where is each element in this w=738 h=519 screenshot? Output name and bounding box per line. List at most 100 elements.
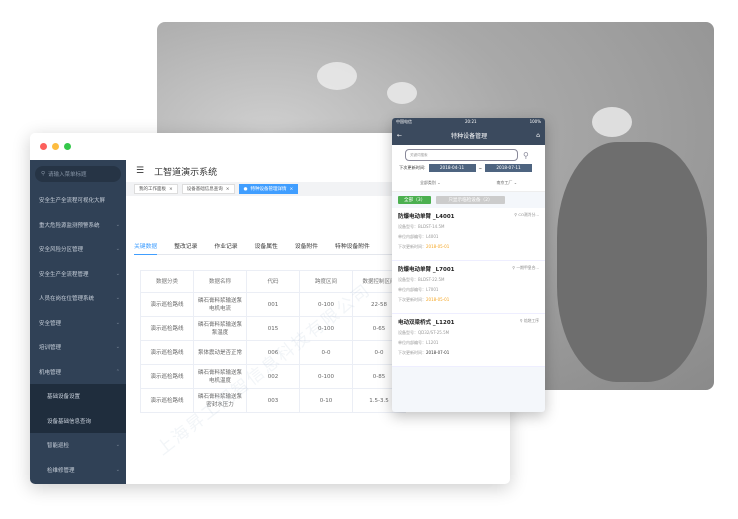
date-from[interactable]: 2018-04-11 bbox=[428, 164, 476, 172]
equipment-item[interactable]: 防爆电动单臂 _L4001 ⚲ CO测冷分... 设备型号：BLDST-14.5M 单… bbox=[392, 208, 545, 261]
tab[interactable]: 特种设备附件 bbox=[335, 244, 370, 250]
sidebar-item-label: 安全管理 bbox=[39, 320, 62, 327]
item-next-update: 下次更新时间：2018-05-01 bbox=[398, 297, 539, 303]
item-name: 防爆电动单臂 _L4001 bbox=[398, 214, 455, 220]
location-label: CO测冷分... bbox=[518, 212, 539, 217]
equipment-item[interactable]: 防爆电动单臂 _L7001 ⚲ 一期甲皇合... 设备型号：BLDST-22.5M 单… bbox=[392, 261, 545, 314]
close-icon[interactable]: × bbox=[225, 186, 230, 192]
table-cell: 演示巡检路线 bbox=[140, 388, 194, 413]
category-filter[interactable]: 全部类别 ⌄ bbox=[419, 180, 441, 185]
menu-search-input[interactable]: ⚲ 请输入菜单标题 bbox=[35, 166, 121, 182]
chevron-icon: ⌄ bbox=[115, 442, 120, 449]
sidebar-item[interactable]: 安全生产全流程管理 ⌄ bbox=[30, 262, 126, 287]
date-to[interactable]: 2018-07-11 bbox=[485, 164, 533, 172]
table-row: 演示巡检路线 磷石膏料浆输送泵泵温度 015 0-100 0-65 bbox=[140, 316, 406, 341]
factory-filter[interactable]: 南京工厂 ⌄ bbox=[496, 180, 518, 185]
next-date: 2018-07-01 bbox=[426, 350, 450, 355]
sidebar: ⚲ 请输入菜单标题 安全生产全流程可视化大屏 重大危险源监测预警系统 ⌄ 安全风险分区管… bbox=[30, 160, 126, 484]
item-title-row: 防爆电动单臂 _L7001 ⚲ 一期甲皇合... bbox=[398, 265, 539, 273]
item-name: 防爆电动单臂 _L7001 bbox=[398, 267, 455, 273]
maximize-dot[interactable] bbox=[64, 143, 71, 150]
table-cell: 泵体震动是否正常 bbox=[193, 340, 247, 365]
table-cell: 演示巡检路线 bbox=[140, 340, 194, 365]
table-cell: 磷石膏料浆输送泵泵温度 bbox=[193, 316, 247, 341]
chevron-icon: ⌄ bbox=[115, 270, 120, 277]
item-name: 电动双梁桥式 _L1201 bbox=[398, 320, 455, 326]
sidebar-item[interactable]: 人员在岗在位管理系统 ⌄ bbox=[30, 286, 126, 311]
home-icon[interactable]: ⌂ bbox=[536, 132, 540, 139]
location-label: 焙烧工序 bbox=[523, 318, 539, 323]
location-pin-icon: ⚲ bbox=[512, 265, 517, 270]
sidebar-subitem[interactable]: 检维修管理 ⌄ bbox=[30, 458, 126, 483]
chevron-icon: ⌄ bbox=[115, 319, 120, 326]
item-title-row: 电动双梁桥式 _L1201 ⚲ 焙烧工序 bbox=[398, 318, 539, 326]
chevron-icon: ⌃ bbox=[115, 368, 120, 375]
tab[interactable]: 作业记录 bbox=[214, 244, 238, 250]
tag-item[interactable]: ● 特种设备管理详情 × bbox=[238, 184, 299, 194]
equipment-item[interactable]: 电动双梁桥式 _L1201 ⚲ 焙烧工序 设备型号：QD32/ST-25.5M 单位内… bbox=[392, 314, 545, 367]
tab[interactable]: 整改记录 bbox=[174, 244, 198, 250]
sidebar-item-label: 安全生产全流程管理 bbox=[39, 271, 89, 278]
search-icon[interactable]: ⚲ bbox=[523, 150, 529, 160]
close-icon[interactable]: × bbox=[169, 186, 173, 192]
location: ⚲ CO测冷分... bbox=[514, 212, 539, 220]
back-arrow-icon[interactable]: ← bbox=[397, 132, 403, 139]
table-cell: 磷石膏料浆输送泵密封水压力 bbox=[193, 388, 247, 413]
minimize-dot[interactable] bbox=[52, 143, 59, 150]
close-icon[interactable]: × bbox=[289, 186, 294, 192]
tab[interactable]: 设备附件 bbox=[294, 244, 319, 250]
item-code: 单位内部编号：L1201 bbox=[398, 340, 439, 345]
sidebar-item[interactable]: 培训管理 ⌄ bbox=[30, 335, 126, 360]
sidebar-subitem-label: 设备基础信息查询 bbox=[47, 418, 92, 425]
chevron-icon: ⌄ bbox=[115, 295, 120, 302]
item-next-update: 下次更新时间：2018-05-01 bbox=[398, 244, 539, 250]
sidebar-item-label: 安全风险分区管理 bbox=[39, 247, 84, 254]
tab[interactable]: 关键数据 bbox=[134, 241, 158, 255]
table-cell: 002 bbox=[246, 364, 300, 389]
sidebar-subitem[interactable]: 设备基础信息查询 bbox=[30, 408, 126, 433]
table-cell: 0-100 bbox=[299, 364, 353, 389]
sidebar-subitem-label: 基础设备设置 bbox=[47, 394, 81, 401]
tag-item[interactable]: 设备基础信息查询 × bbox=[181, 184, 235, 194]
table-cell: 003 bbox=[246, 388, 300, 413]
item-next-update: 下次更新时间：2018-07-01 bbox=[398, 350, 539, 356]
location-pin-icon: ⚲ bbox=[519, 318, 524, 323]
location: ⚲ 一期甲皇合... bbox=[512, 265, 539, 273]
sidebar-item-label: 安全生产全流程可视化大屏 bbox=[39, 198, 106, 205]
next-label: 下次更新时间： bbox=[398, 297, 426, 302]
column-header: 代码 bbox=[246, 270, 300, 293]
tab[interactable]: 设备属性 bbox=[254, 244, 278, 250]
all-button[interactable]: 全部（3） bbox=[398, 196, 432, 204]
item-code: 单位内部编号：L4001 bbox=[398, 234, 439, 239]
sidebar-item-label: 机电管理 bbox=[39, 369, 62, 376]
table-cell: 演示巡检路线 bbox=[140, 316, 194, 341]
mobile-title: 特种设备管理 bbox=[451, 133, 488, 140]
hamburger-icon[interactable]: ☰ bbox=[136, 166, 145, 176]
active-dot-icon: ● bbox=[243, 186, 248, 192]
keyword-search-input[interactable]: 关键词搜索 bbox=[405, 149, 518, 161]
only-inspection-button[interactable]: 只显示临检设备（2） bbox=[436, 196, 505, 204]
sidebar-subitem[interactable]: 智能巡检 ⌄ bbox=[30, 433, 126, 458]
sidebar-item[interactable]: 机电管理 ⌃ bbox=[30, 360, 126, 385]
sidebar-item[interactable]: 安全管理 ⌄ bbox=[30, 311, 126, 336]
sidebar-item[interactable]: 安全生产全流程可视化大屏 bbox=[30, 188, 126, 213]
tabs: 关键数据 整改记录 作业记录 设备属性 设备附件 特种设备附件 bbox=[134, 241, 434, 255]
table-cell: 001 bbox=[246, 292, 300, 317]
page-title: 工智道演示系统 bbox=[154, 167, 218, 178]
sidebar-subitem[interactable]: 基础设备设置 bbox=[30, 384, 126, 409]
location: ⚲ 焙烧工序 bbox=[520, 318, 539, 326]
sidebar-item-label: 重大危险源监测预警系统 bbox=[39, 222, 100, 229]
next-label: 下次更新时间： bbox=[398, 350, 426, 355]
item-model: 设备型号：BLDST-22.5M bbox=[398, 277, 445, 282]
table-header-row: 数据分类 数据名称 代码 跨度区间 数据控制区间 bbox=[140, 270, 406, 293]
table-cell: 0-10 bbox=[299, 388, 353, 413]
location-pin-icon: ⚲ bbox=[514, 212, 519, 217]
tag-item[interactable]: 我的工作面板 × bbox=[134, 184, 178, 194]
item-model: 设备型号：BLDST-14.5M bbox=[398, 224, 445, 229]
item-code: 单位内部编号：L7001 bbox=[398, 287, 439, 292]
chevron-icon: ⌄ bbox=[115, 246, 120, 253]
close-dot[interactable] bbox=[40, 143, 47, 150]
sidebar-item-label: 人员在岗在位管理系统 bbox=[39, 296, 95, 303]
sidebar-item[interactable]: 安全风险分区管理 ⌄ bbox=[30, 237, 126, 262]
sidebar-item[interactable]: 重大危险源监测预警系统 ⌄ bbox=[30, 213, 126, 238]
